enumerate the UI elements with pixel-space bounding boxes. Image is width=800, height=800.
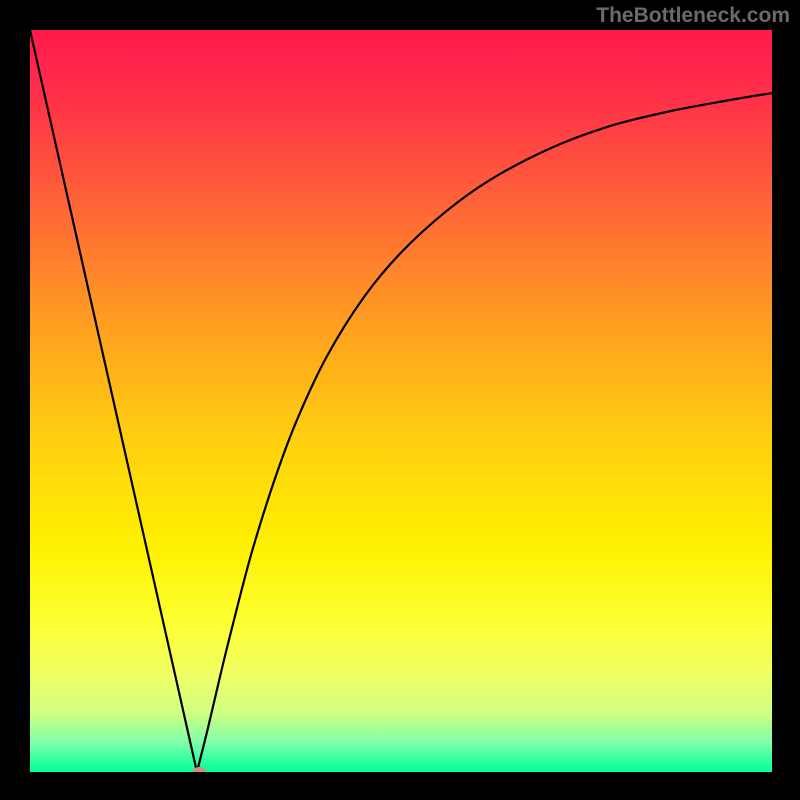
plot-area xyxy=(30,30,772,772)
attribution-text: TheBottleneck.com xyxy=(596,4,790,28)
bottleneck-curve xyxy=(30,30,772,772)
optimal-point-marker xyxy=(192,767,206,772)
chart-curve-layer xyxy=(30,30,772,772)
chart-container: TheBottleneck.com xyxy=(0,0,800,800)
